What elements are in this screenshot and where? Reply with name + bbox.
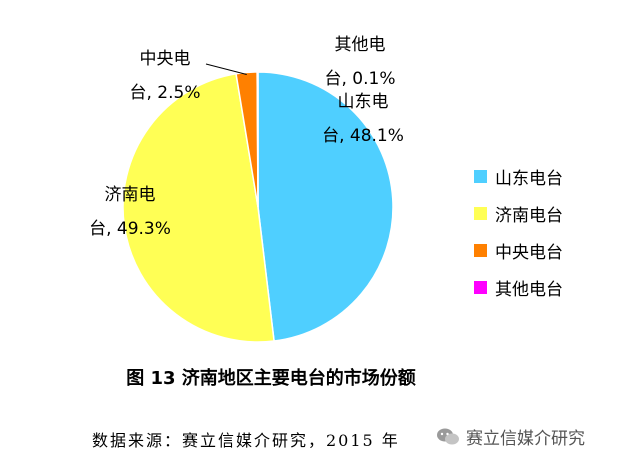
legend-label-central: 中央电台	[495, 243, 563, 263]
watermark: 赛立信媒介研究	[436, 424, 585, 449]
legend-item-central: 中央电台	[474, 232, 563, 269]
data-label-other-line1: 其他电	[335, 35, 386, 55]
legend-label-jinan: 济南电台	[495, 206, 563, 226]
legend-swatch-shandong	[474, 170, 487, 183]
chart-title: 图 13 济南地区主要电台的市场份额	[0, 364, 632, 390]
source-note: 数据来源：赛立信媒介研究，2015 年	[92, 431, 400, 450]
legend-label-other: 其他电台	[495, 280, 563, 300]
legend-item-shandong: 山东电台	[474, 158, 563, 195]
data-label-jinan-line1: 济南电	[105, 185, 156, 205]
data-label-central-line1: 中央电	[140, 49, 191, 69]
data-label-shandong-line1: 山东电	[338, 92, 389, 112]
leader-line-central	[205, 63, 247, 75]
watermark-text: 赛立信媒介研究	[466, 429, 585, 449]
data-label-jinan-line2: 台, 49.3%	[89, 219, 171, 239]
wechat-icon	[437, 428, 459, 444]
pie-slice-shandong	[257, 71, 394, 342]
data-label-shandong-line2: 台, 48.1%	[322, 126, 404, 146]
pie-slice-jinan	[122, 72, 275, 343]
legend-item-other: 其他电台	[474, 269, 563, 306]
legend-swatch-other	[474, 281, 487, 294]
legend-label-shandong: 山东电台	[495, 169, 563, 189]
legend-swatch-jinan	[474, 207, 487, 220]
chart-title-text: 图 13 济南地区主要电台的市场份额	[126, 368, 416, 389]
pie-slice-other	[256, 71, 259, 208]
legend-item-jinan: 济南电台	[474, 195, 563, 232]
legend-swatch-central	[474, 244, 487, 257]
data-label-other-line2: 台, 0.1%	[325, 69, 396, 89]
data-label-central-line2: 台, 2.5%	[130, 83, 201, 103]
legend: 山东电台 济南电台 中央电台 其他电台	[474, 158, 563, 306]
